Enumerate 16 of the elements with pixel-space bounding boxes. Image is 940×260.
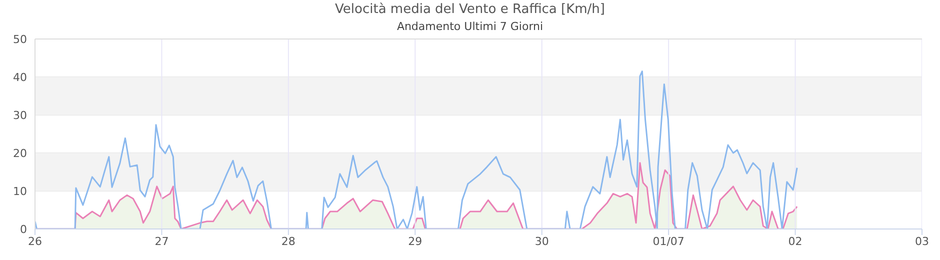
- x-tick-label: 30: [534, 234, 549, 248]
- y-tick-label: 20: [13, 146, 27, 160]
- x-tick-label: 02: [788, 234, 802, 248]
- y-tick-label: 10: [13, 184, 27, 198]
- y-tick-label: 0: [20, 222, 27, 236]
- y-tick-label: 50: [13, 32, 27, 46]
- x-tick-label: 26: [28, 234, 42, 248]
- x-tick-label: 29: [408, 234, 422, 248]
- x-tick-label: 03: [915, 234, 929, 248]
- y-tick-label: 30: [13, 108, 27, 122]
- y-tick-label: 40: [13, 70, 27, 84]
- x-tick-label: 27: [154, 234, 169, 248]
- chart-subtitle: Andamento Ultimi 7 Giorni: [396, 20, 544, 33]
- chart-title: Velocità media del Vento e Raffica [Km/h]: [334, 2, 606, 17]
- x-tick-label: 28: [281, 234, 296, 248]
- x-tick-label: 01/07: [652, 234, 684, 248]
